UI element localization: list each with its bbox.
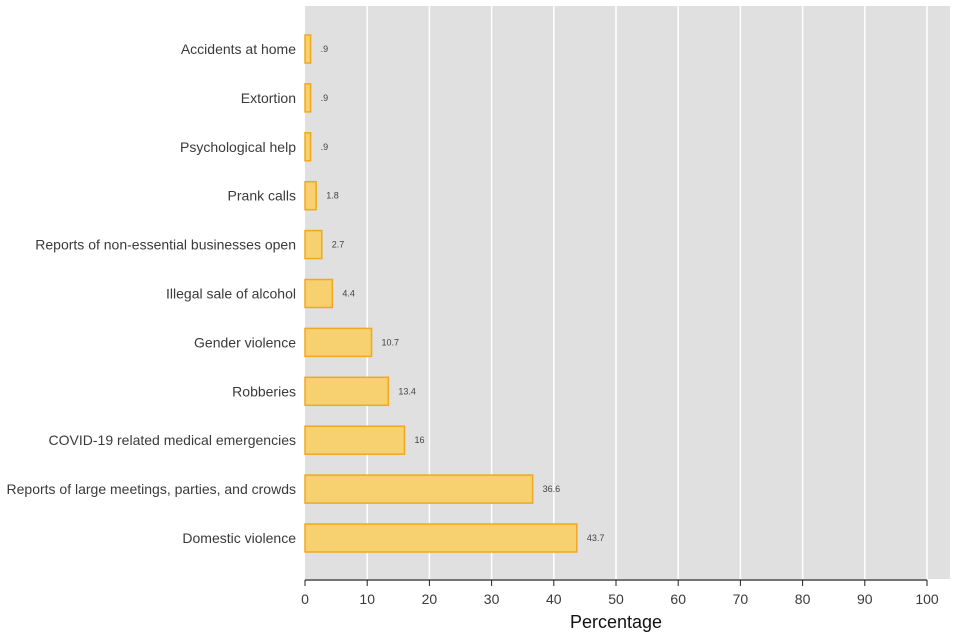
x-tick-label: 60 [670, 591, 686, 607]
x-axis: 0 10 20 30 40 50 60 70 80 90 100 [301, 579, 939, 607]
bar [304, 327, 373, 358]
bar [304, 425, 406, 455]
grid-lines [366, 6, 928, 579]
category-label: Prank calls [228, 188, 296, 204]
value-label: 13.4 [398, 386, 416, 396]
value-label: 1.8 [326, 191, 339, 201]
bar [304, 83, 312, 113]
x-tick-label: 10 [359, 591, 375, 607]
bar [304, 34, 312, 64]
x-tick-label: 0 [301, 591, 309, 607]
x-tick-label: 70 [733, 591, 749, 607]
value-label: 43.7 [587, 533, 605, 543]
value-label: 4.4 [342, 289, 355, 299]
bar [304, 278, 334, 309]
bar [304, 229, 323, 260]
bars [304, 34, 578, 553]
value-labels: .9 .9 .9 1.8 2.7 4.4 10.7 13.4 16 36.6 43.7 [321, 44, 605, 543]
value-label: 10.7 [382, 337, 400, 347]
category-label: Illegal sale of alcohol [166, 286, 296, 302]
bar [304, 180, 317, 211]
value-label: .9 [321, 44, 329, 54]
x-tick-label: 20 [422, 591, 438, 607]
value-label: .9 [321, 93, 329, 103]
bar [304, 474, 534, 504]
x-tick-label: 50 [608, 591, 624, 607]
category-label: Psychological help [180, 139, 296, 155]
bar [304, 523, 578, 553]
x-tick-label: 100 [915, 591, 939, 607]
category-label: Gender violence [194, 334, 296, 350]
x-tick-label: 30 [484, 591, 500, 607]
value-label: 16 [415, 435, 425, 445]
category-label: Reports of large meetings, parties, and … [7, 481, 296, 497]
x-axis-title: Percentage [570, 612, 662, 632]
category-label: Accidents at home [181, 41, 296, 57]
category-label: COVID-19 related medical emergencies [49, 432, 296, 448]
category-label: Reports of non-essential businesses open [35, 237, 296, 253]
bar [304, 132, 312, 162]
x-tick-label: 40 [546, 591, 562, 607]
category-label: Robberies [232, 383, 296, 399]
x-tick-label: 90 [857, 591, 873, 607]
x-tick-label: 80 [795, 591, 811, 607]
value-label: .9 [321, 142, 329, 152]
bar [304, 376, 390, 407]
category-label: Domestic violence [182, 530, 296, 546]
value-label: 2.7 [332, 240, 345, 250]
category-label: Extortion [241, 90, 296, 106]
category-labels: Accidents at home Extortion Psychological … [7, 41, 297, 546]
value-label: 36.6 [543, 484, 561, 494]
